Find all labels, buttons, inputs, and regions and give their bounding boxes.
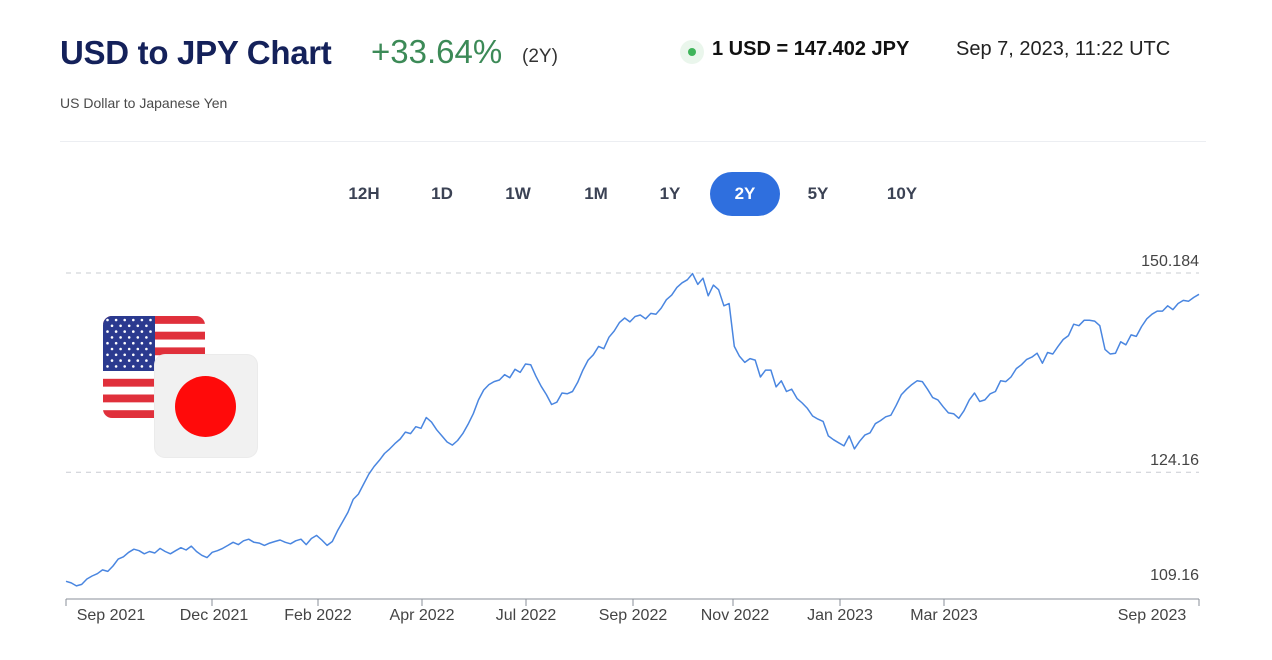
- x-tick-label: Nov 2022: [701, 607, 770, 624]
- divider: [60, 141, 1206, 142]
- live-status-icon: [680, 40, 704, 64]
- y-tick-label: 150.184: [1141, 253, 1199, 270]
- change-percent: +33.64%: [371, 33, 503, 70]
- range-button-1m[interactable]: 1M: [584, 184, 608, 203]
- x-tick-label: Dec 2021: [180, 607, 249, 624]
- y-tick-label: 109.16: [1150, 567, 1199, 584]
- jp-flag-icon: [155, 355, 257, 457]
- range-button-10y[interactable]: 10Y: [886, 184, 918, 203]
- series-line: [65, 272, 1200, 587]
- range-button-2y[interactable]: 2Y: [710, 172, 780, 216]
- x-tick-label: Feb 2022: [284, 607, 352, 624]
- x-tick-label: Sep 2023: [1118, 607, 1187, 624]
- current-rate: 1 USD = 147.402 JPY: [712, 38, 910, 60]
- x-tick-label: Sep 2022: [599, 607, 668, 624]
- range-button-5y[interactable]: 5Y: [807, 184, 829, 203]
- x-tick-label: Jul 2022: [496, 607, 557, 624]
- range-button-1y[interactable]: 1Y: [659, 184, 681, 203]
- page-subtitle: US Dollar to Japanese Yen: [60, 95, 228, 111]
- line-chart: 150.184 124.16 109.16 Sep 2021 Dec 2021 Feb 2…: [65, 253, 1200, 624]
- rate-timestamp: Sep 7, 2023, 11:22 UTC: [956, 38, 1171, 60]
- page-title: USD to JPY Chart: [60, 34, 332, 71]
- x-tick-label: Jan 2023: [807, 607, 873, 624]
- x-tick-label: Apr 2022: [390, 607, 455, 624]
- x-tick-label: Sep 2021: [77, 607, 146, 624]
- y-tick-label: 124.16: [1150, 452, 1199, 469]
- range-button-1w[interactable]: 1W: [505, 184, 531, 203]
- range-button-1d[interactable]: 1D: [431, 184, 453, 203]
- change-period: (2Y): [522, 46, 558, 67]
- range-button-12h[interactable]: 12H: [348, 184, 380, 203]
- x-tick-label: Mar 2023: [910, 607, 978, 624]
